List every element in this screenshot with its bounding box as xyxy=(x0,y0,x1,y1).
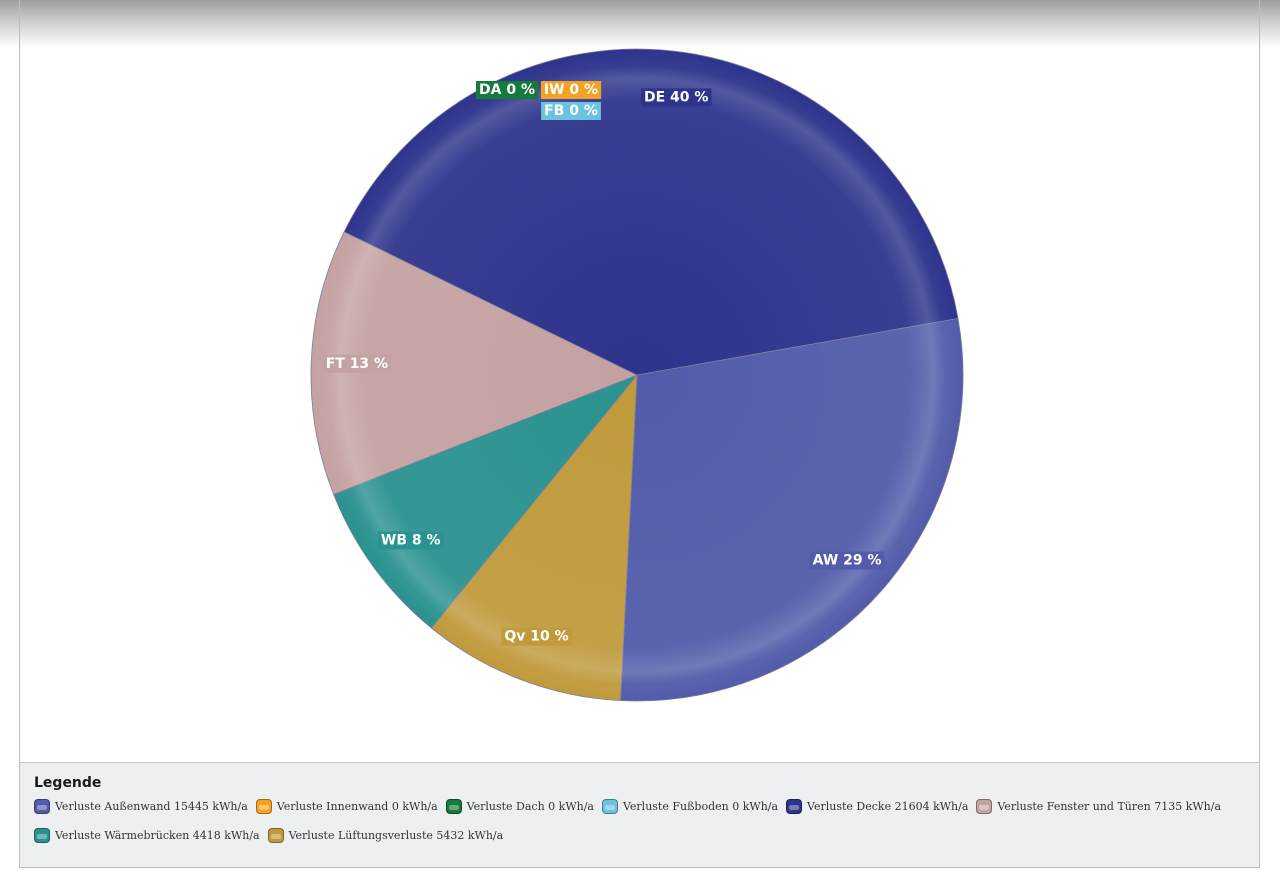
legend: Legende Verluste Außenwand 15445 kWh/a Ve… xyxy=(20,762,1259,867)
pie-gloss xyxy=(311,49,963,701)
legend-item-label: Verluste Wärmebrücken 4418 kWh/a xyxy=(55,829,260,842)
legend-items: Verluste Außenwand 15445 kWh/a Verluste I… xyxy=(34,799,1249,843)
legend-swatch-icon xyxy=(267,828,284,843)
legend-item-label: Verluste Außenwand 15445 kWh/a xyxy=(55,800,248,813)
data-label-de: DE 40 % xyxy=(644,89,708,105)
data-label-box-iw xyxy=(540,81,602,99)
data-label-box-ft xyxy=(322,354,392,373)
top-shade xyxy=(0,0,1280,48)
chart-frame xyxy=(19,0,1260,868)
legend-swatch-icon xyxy=(34,828,50,843)
data-label-box-da xyxy=(476,81,538,99)
legend-swatch-icon xyxy=(34,799,50,814)
legend-item-label: Verluste Fenster und Türen 7135 kWh/a xyxy=(997,800,1222,813)
legend-swatch-icon xyxy=(445,799,462,814)
data-label-da: DA 0 % xyxy=(479,82,535,98)
data-label-wb: WB 8 % xyxy=(381,533,441,549)
legend-item-label: Verluste Lüftungsverluste 5432 kWh/a xyxy=(288,829,504,842)
legend-item[interactable]: Verluste Dach 0 kWh/a xyxy=(445,799,594,814)
legend-swatch-icon xyxy=(255,799,272,814)
legend-item-label: Verluste Dach 0 kWh/a xyxy=(466,800,594,813)
data-label-box-wb xyxy=(377,531,444,550)
data-label-box-aw xyxy=(809,551,885,570)
legend-swatch-icon xyxy=(601,799,618,814)
data-label-box-qv xyxy=(501,627,572,646)
data-label-aw: AW 29 % xyxy=(813,553,882,569)
legend-item[interactable]: Verluste Fußboden 0 kWh/a xyxy=(601,799,779,814)
legend-swatch-icon xyxy=(786,799,803,814)
legend-item-label: Verluste Fußboden 0 kWh/a xyxy=(622,800,779,813)
data-label-iw: IW 0 % xyxy=(544,82,598,98)
legend-item[interactable]: Verluste Lüftungsverluste 5432 kWh/a xyxy=(267,828,504,843)
legend-item[interactable]: Verluste Außenwand 15445 kWh/a xyxy=(34,799,248,814)
legend-item-label: Verluste Innenwand 0 kWh/a xyxy=(276,800,438,813)
data-label-ft: FT 13 % xyxy=(326,356,388,372)
legend-swatch-icon xyxy=(976,799,993,814)
legend-item-label: Verluste Decke 21604 kWh/a xyxy=(807,800,969,813)
pie-chart: AW 29 % Qv 10 % WB 8 % FT 13 % DE 40 % FB 0 %… xyxy=(310,48,964,702)
legend-item[interactable]: Verluste Decke 21604 kWh/a xyxy=(786,799,968,814)
legend-title: Legende xyxy=(34,775,102,791)
legend-item[interactable]: Verluste Innenwand 0 kWh/a xyxy=(255,799,438,814)
legend-item[interactable]: Verluste Wärmebrücken 4418 kWh/a xyxy=(34,828,260,843)
data-label-qv: Qv 10 % xyxy=(504,629,568,645)
data-label-box-fb xyxy=(541,102,601,120)
data-label-box-de xyxy=(641,88,712,107)
data-label-fb: FB 0 % xyxy=(544,103,598,119)
legend-item[interactable]: Verluste Fenster und Türen 7135 kWh/a xyxy=(976,799,1221,814)
